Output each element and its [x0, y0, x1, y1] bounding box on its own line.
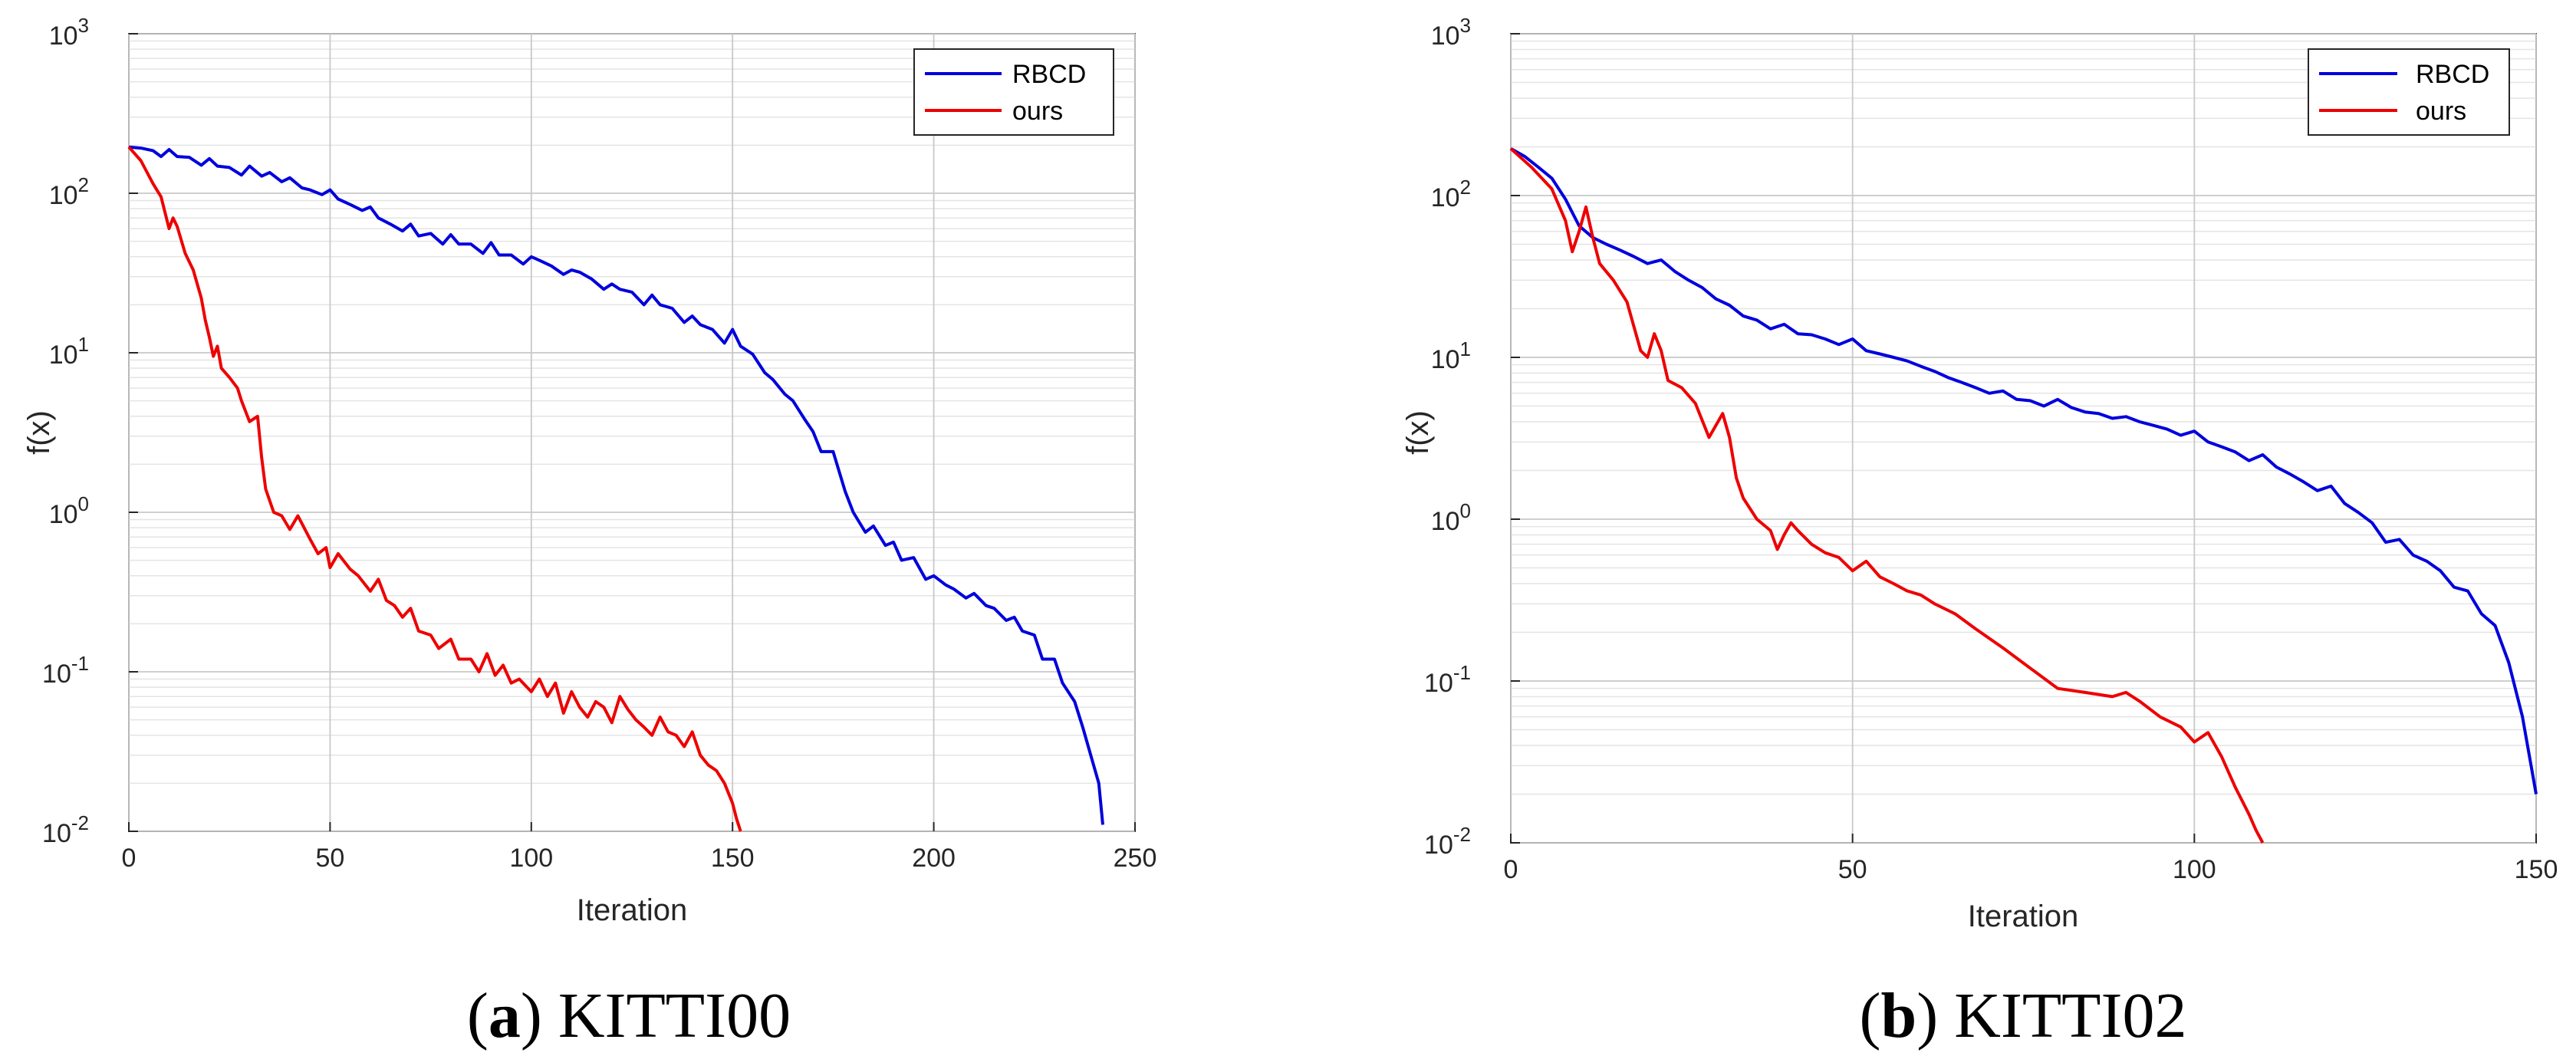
- caption-title: KITTI02: [1954, 980, 2186, 1051]
- caption-b: (b) KITTI02: [1860, 980, 2187, 1051]
- x-tick-label: 50: [1838, 855, 1867, 884]
- y-tick-label: 102: [49, 173, 89, 210]
- legend-label-rbcd: RBCD: [1012, 60, 1086, 89]
- panel-a: 0 50 100 150 200 250 10-2 10-1 100 101 102 103 Ite…: [22, 14, 1156, 1051]
- x-axis-label: Iteration: [1968, 900, 2079, 933]
- caption-title: KITTI00: [558, 980, 791, 1051]
- x-tick-label: 150: [2515, 855, 2558, 884]
- caption-letter: b: [1881, 980, 1917, 1051]
- plot-area: [128, 33, 1136, 832]
- legend: RBCD ours: [2308, 48, 2510, 136]
- y-tick-label: 10-2: [1424, 823, 1471, 860]
- y-tick-labels: 10-2 10-1 100 101 102 103: [42, 14, 89, 848]
- y-tick-label: 10-1: [42, 652, 89, 689]
- x-tick-labels: 0 50 100 150: [1504, 855, 2558, 884]
- y-tick-label: 10-2: [42, 811, 89, 848]
- y-tick-label: 101: [1431, 337, 1471, 374]
- series-line-ours: [1509, 147, 2265, 844]
- x-tick-label: 250: [1114, 844, 1157, 873]
- y-tick-label: 102: [1431, 176, 1471, 212]
- grid: [1510, 33, 2537, 844]
- x-tick-label: 100: [2173, 855, 2216, 884]
- plot-area: [1510, 33, 2537, 844]
- y-tick-label: 10-1: [1424, 661, 1471, 698]
- caption-letter: a: [489, 980, 521, 1051]
- panel-b: 0 50 100 150 10-2 10-1 100 101 102 103 Iteration…: [1401, 14, 2558, 1051]
- y-axis-label: f(x): [1401, 410, 1435, 455]
- x-axis-label: Iteration: [577, 893, 688, 927]
- legend-label-ours: ours: [1012, 97, 1063, 126]
- caption-a: (a) KITTI00: [467, 980, 791, 1051]
- y-tick-label: 100: [49, 492, 89, 529]
- series-line-rbcd: [1510, 147, 2538, 794]
- y-axis-label: f(x): [22, 410, 56, 455]
- legend: RBCD ours: [913, 48, 1114, 136]
- series-lines: [1509, 147, 2538, 844]
- x-tick-label: 100: [509, 844, 553, 873]
- x-tick-label: 50: [315, 844, 344, 873]
- y-tick-labels: 10-2 10-1 100 101 102 103: [1424, 14, 1471, 860]
- x-tick-label: 200: [912, 844, 956, 873]
- legend-label-ours: ours: [2416, 97, 2466, 126]
- y-tick-label: 103: [49, 14, 89, 51]
- y-tick-label: 103: [1431, 14, 1471, 51]
- x-tick-label: 0: [1504, 855, 1518, 884]
- x-tick-label: 150: [711, 844, 755, 873]
- y-tick-label: 100: [1431, 499, 1471, 536]
- series-line-rbcd: [128, 145, 1104, 825]
- legend-box: [913, 48, 1114, 136]
- legend-label-rbcd: RBCD: [2416, 60, 2489, 89]
- x-tick-labels: 0 50 100 150 200 250: [122, 844, 1157, 873]
- y-tick-label: 101: [49, 333, 89, 370]
- series-line-ours: [127, 146, 742, 832]
- legend-box: [2308, 48, 2510, 136]
- series-lines: [127, 145, 1104, 832]
- x-tick-label: 0: [122, 844, 137, 873]
